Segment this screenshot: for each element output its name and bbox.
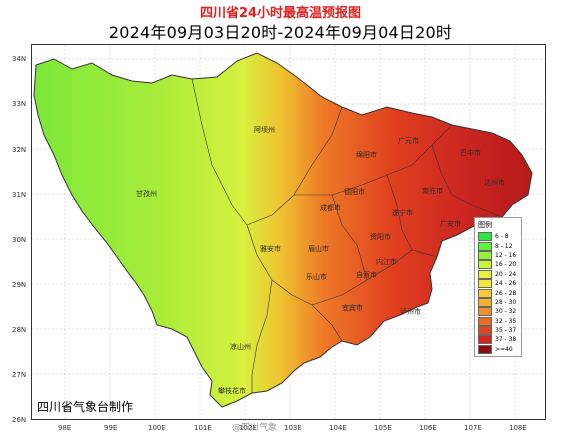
- lon-tick-101e: 101E: [194, 424, 212, 432]
- lat-tick-32n: 32N: [12, 146, 27, 154]
- city-label-neijiang: 内江市: [376, 258, 397, 266]
- lat-tick-34n: 34N: [12, 55, 27, 63]
- lon-tick-106e: 106E: [419, 424, 437, 432]
- lon-tick-102e: 102E: [239, 424, 257, 432]
- city-label-bazhong: 巴中市: [460, 149, 481, 157]
- weibo-watermark: @四川气象: [232, 423, 278, 433]
- legend-item: 37 - 38: [478, 335, 518, 345]
- legend-swatch: [478, 260, 492, 270]
- legend-item: 32 - 35: [478, 316, 518, 326]
- legend-title: 图例: [478, 221, 492, 229]
- map-area: [31, 44, 546, 420]
- legend-label: 6 - 8: [495, 233, 509, 241]
- legend-label: 28 - 30: [495, 298, 517, 306]
- legend-swatch: [478, 344, 492, 354]
- legend-item: 6 - 8: [478, 232, 518, 242]
- lat-tick-31n: 31N: [12, 191, 27, 199]
- lat-tick-29n: 29N: [12, 281, 27, 289]
- legend-label: 35 - 37: [495, 327, 517, 335]
- legend-item: >=40: [478, 344, 518, 354]
- legend-item: 20 - 24: [478, 269, 518, 279]
- city-label-mianyang: 绵阳市: [356, 151, 377, 159]
- lon-tick-107e: 107E: [464, 424, 482, 432]
- city-label-ziyang: 资阳市: [370, 233, 391, 241]
- legend-item: 30 - 32: [478, 307, 518, 317]
- map-subtitle: 2024年09月03日20时-2024年09月04日20时: [108, 23, 453, 42]
- city-label-guangan: 广安市: [440, 220, 461, 228]
- legend-label: 30 - 32: [495, 308, 517, 316]
- legend-swatch: [478, 241, 492, 251]
- city-label-yaan: 雅安市: [260, 245, 281, 253]
- legend-label: 8 - 12: [495, 242, 513, 250]
- lon-tick-98e: 98E: [58, 424, 72, 432]
- legend-item: 16 - 20: [478, 260, 518, 270]
- lon-tick-108e: 108E: [509, 424, 527, 432]
- lat-tick-28n: 28N: [12, 326, 27, 334]
- temperature-map: [32, 45, 545, 419]
- city-label-zigong: 自贡市: [356, 271, 377, 279]
- lat-tick-27n: 27N: [12, 371, 27, 379]
- legend-swatch: [478, 232, 492, 242]
- legend-item: 28 - 30: [478, 297, 518, 307]
- legend-item: 12 - 16: [478, 250, 518, 260]
- city-label-aba: 阿坝州: [254, 126, 275, 134]
- lon-tick-105e: 105E: [374, 424, 392, 432]
- legend-label: 24 - 26: [495, 280, 517, 288]
- legend-label: 37 - 38: [495, 336, 517, 344]
- legend-swatch: [478, 269, 492, 279]
- city-label-liangshan: 凉山州: [230, 343, 251, 351]
- legend-label: 20 - 24: [495, 270, 517, 278]
- legend-swatch: [478, 279, 492, 289]
- legend-swatch: [478, 326, 492, 336]
- legend-label: 16 - 20: [495, 261, 517, 269]
- legend-item: 26 - 28: [478, 288, 518, 298]
- legend-swatch: [478, 250, 492, 260]
- city-label-luzhou: 泸州市: [400, 308, 421, 316]
- lat-tick-33n: 33N: [12, 100, 27, 108]
- legend-item: 24 - 26: [478, 279, 518, 289]
- city-label-guangyuan: 广元市: [398, 137, 419, 145]
- legend-label: 12 - 16: [495, 251, 517, 259]
- map-title: 四川省24小时最高温预报图: [199, 6, 362, 21]
- lat-tick-30n: 30N: [12, 236, 27, 244]
- producer-credit: 四川省气象台制作: [37, 400, 134, 414]
- legend-label: 32 - 35: [495, 317, 517, 325]
- city-label-meishan: 眉山市: [308, 245, 329, 253]
- legend-item: 8 - 12: [478, 241, 518, 251]
- lat-tick-26n: 26N: [12, 416, 27, 424]
- sichuan-province-shape: [33, 52, 533, 408]
- legend-swatch: [478, 316, 492, 326]
- legend-label: 26 - 28: [495, 289, 517, 297]
- city-label-suining: 遂宁市: [392, 209, 413, 217]
- legend-swatch: [478, 288, 492, 298]
- city-label-chengdu: 成都市: [320, 204, 341, 212]
- city-label-deyang: 德阳市: [344, 188, 365, 196]
- city-label-ganzi: 甘孜州: [136, 190, 157, 198]
- city-label-dazhou: 达州市: [484, 179, 505, 187]
- city-label-nanchong: 南充市: [422, 187, 443, 195]
- legend-swatch: [478, 297, 492, 307]
- legend-swatch: [478, 335, 492, 345]
- lon-tick-104e: 104E: [329, 424, 347, 432]
- legend-label: >=40: [495, 345, 513, 353]
- city-label-leshan: 乐山市: [306, 273, 327, 281]
- lon-tick-99e: 99E: [104, 424, 118, 432]
- lon-tick-100e: 100E: [148, 424, 166, 432]
- city-label-yibin: 宜宾市: [342, 304, 363, 312]
- legend-swatch: [478, 307, 492, 317]
- city-label-panzhihua: 攀枝花市: [218, 387, 246, 395]
- lon-tick-103e: 103E: [284, 424, 302, 432]
- legend-item: 35 - 37: [478, 326, 518, 336]
- prefecture-boundaries: [191, 78, 503, 393]
